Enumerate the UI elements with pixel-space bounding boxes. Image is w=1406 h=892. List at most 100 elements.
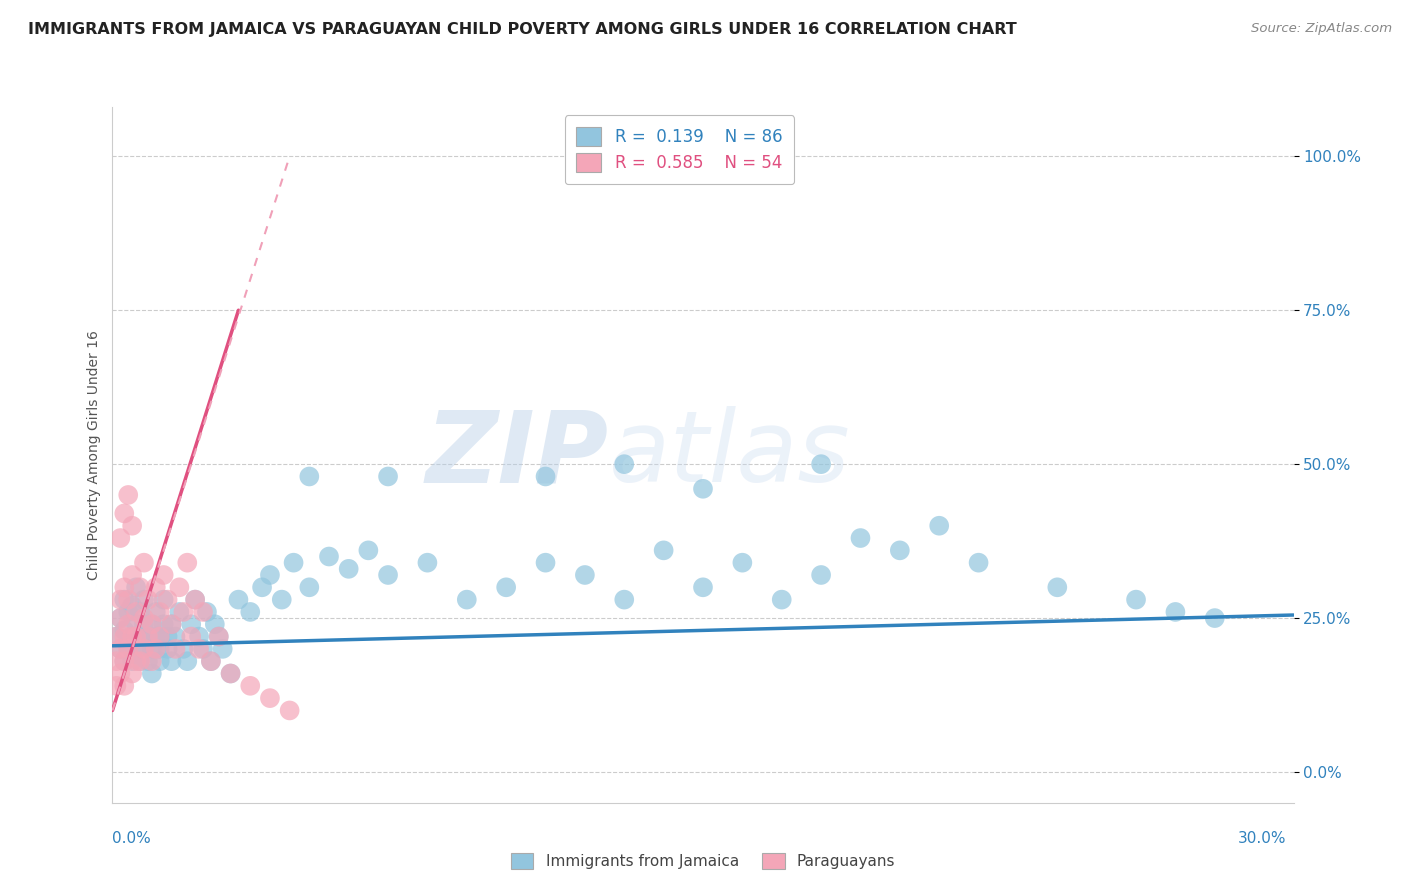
Point: [110, 641, 132, 656]
Point: [145, 605, 167, 619]
Point: [129, 605, 152, 619]
Point: [180, 617, 202, 632]
Point: [112, 654, 135, 668]
Point: [149, 630, 172, 644]
Point: [117, 592, 139, 607]
Point: [169, 605, 191, 619]
Point: [141, 617, 163, 632]
Point: [176, 556, 198, 570]
Point: [298, 469, 321, 483]
Point: [117, 605, 139, 619]
Point: [180, 630, 202, 644]
Point: [165, 641, 187, 656]
Point: [112, 679, 135, 693]
Point: [125, 630, 148, 644]
Point: [110, 592, 132, 607]
Point: [141, 641, 163, 656]
Point: [318, 549, 340, 564]
Point: [377, 568, 399, 582]
Point: [105, 654, 128, 668]
Point: [208, 630, 231, 644]
Point: [204, 617, 226, 632]
Point: [1164, 605, 1187, 619]
Point: [141, 666, 163, 681]
Point: [456, 592, 478, 607]
Point: [121, 568, 143, 582]
Point: [121, 666, 143, 681]
Point: [228, 592, 250, 607]
Point: [613, 457, 636, 471]
Point: [298, 580, 321, 594]
Point: [112, 654, 135, 668]
Point: [613, 592, 636, 607]
Point: [136, 630, 159, 644]
Point: [160, 617, 183, 632]
Point: [112, 630, 135, 644]
Y-axis label: Child Poverty Among Girls Under 16: Child Poverty Among Girls Under 16: [87, 330, 101, 580]
Point: [149, 641, 172, 656]
Point: [156, 592, 179, 607]
Point: [283, 556, 305, 570]
Point: [208, 630, 231, 644]
Point: [770, 592, 793, 607]
Point: [121, 630, 143, 644]
Point: [270, 592, 292, 607]
Point: [149, 605, 172, 619]
Point: [967, 556, 990, 570]
Point: [337, 562, 360, 576]
Point: [810, 457, 832, 471]
Point: [129, 654, 152, 668]
Point: [145, 630, 167, 644]
Point: [259, 568, 281, 582]
Point: [652, 543, 675, 558]
Point: [141, 654, 163, 668]
Point: [928, 518, 950, 533]
Point: [110, 531, 132, 545]
Point: [132, 641, 155, 656]
Point: [121, 654, 143, 668]
Text: ZIP: ZIP: [426, 407, 609, 503]
Point: [110, 641, 132, 656]
Point: [132, 617, 155, 632]
Point: [129, 654, 152, 668]
Point: [195, 605, 218, 619]
Point: [152, 592, 174, 607]
Point: [191, 641, 214, 656]
Point: [495, 580, 517, 594]
Point: [357, 543, 380, 558]
Legend: R =  0.139    N = 86, R =  0.585    N = 54: R = 0.139 N = 86, R = 0.585 N = 54: [565, 115, 794, 184]
Point: [188, 630, 211, 644]
Point: [129, 580, 152, 594]
Point: [188, 641, 211, 656]
Text: atlas: atlas: [609, 407, 851, 503]
Point: [136, 630, 159, 644]
Point: [156, 630, 179, 644]
Point: [136, 592, 159, 607]
Point: [574, 568, 596, 582]
Point: [810, 568, 832, 582]
Point: [129, 630, 152, 644]
Point: [191, 605, 214, 619]
Point: [121, 630, 143, 644]
Point: [165, 630, 187, 644]
Point: [121, 518, 143, 533]
Point: [152, 568, 174, 582]
Point: [110, 611, 132, 625]
Point: [377, 469, 399, 483]
Legend: Immigrants from Jamaica, Paraguayans: Immigrants from Jamaica, Paraguayans: [505, 847, 901, 875]
Point: [132, 556, 155, 570]
Point: [112, 592, 135, 607]
Point: [112, 580, 135, 594]
Point: [105, 679, 128, 693]
Point: [125, 641, 148, 656]
Point: [849, 531, 872, 545]
Point: [110, 611, 132, 625]
Point: [141, 617, 163, 632]
Point: [121, 599, 143, 613]
Point: [125, 617, 148, 632]
Point: [149, 654, 172, 668]
Point: [731, 556, 754, 570]
Text: 30.0%: 30.0%: [1239, 831, 1286, 846]
Point: [110, 666, 132, 681]
Point: [534, 469, 557, 483]
